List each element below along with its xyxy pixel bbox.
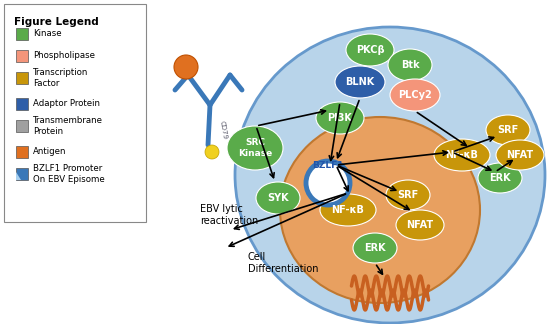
Text: SYK: SYK (267, 193, 289, 203)
Text: BZLF1 Promoter
On EBV Episome: BZLF1 Promoter On EBV Episome (33, 164, 104, 184)
Polygon shape (16, 172, 21, 180)
Text: CD79: CD79 (218, 120, 228, 140)
Text: SRF: SRF (497, 125, 519, 135)
Circle shape (205, 145, 219, 159)
FancyBboxPatch shape (16, 146, 28, 158)
Ellipse shape (346, 34, 394, 66)
FancyBboxPatch shape (16, 28, 28, 40)
Ellipse shape (496, 140, 544, 170)
Ellipse shape (320, 194, 376, 226)
FancyBboxPatch shape (16, 98, 28, 110)
Text: NFAT: NFAT (406, 220, 433, 230)
Ellipse shape (353, 233, 397, 263)
Text: BLNK: BLNK (345, 77, 375, 87)
Text: Phospholipase: Phospholipase (33, 52, 95, 61)
Text: PI3K: PI3K (328, 113, 353, 123)
Ellipse shape (486, 115, 530, 145)
Text: PLCy2: PLCy2 (398, 90, 432, 100)
Text: PKCβ: PKCβ (356, 45, 384, 55)
Text: ERK: ERK (364, 243, 386, 253)
Ellipse shape (256, 182, 300, 214)
Text: EBV lytic
reactivation: EBV lytic reactivation (200, 204, 258, 226)
Ellipse shape (396, 210, 444, 240)
Text: Cell
Differentiation: Cell Differentiation (248, 252, 318, 274)
Text: NFAT: NFAT (507, 150, 534, 160)
Text: NF-κB: NF-κB (332, 205, 365, 215)
Text: SRC
Kinase: SRC Kinase (238, 138, 272, 158)
Text: BZLF1: BZLF1 (312, 160, 344, 169)
Ellipse shape (390, 79, 440, 111)
Text: SRF: SRF (397, 190, 419, 200)
FancyBboxPatch shape (16, 72, 28, 84)
Text: NF-κB: NF-κB (446, 150, 478, 160)
Ellipse shape (235, 27, 545, 323)
Text: Adaptor Protein: Adaptor Protein (33, 99, 100, 109)
Text: ERK: ERK (489, 173, 511, 183)
Text: Antigen: Antigen (33, 147, 67, 156)
Ellipse shape (478, 163, 522, 193)
Text: Kinase: Kinase (33, 29, 62, 39)
Ellipse shape (388, 49, 432, 81)
Ellipse shape (280, 117, 480, 303)
Circle shape (306, 161, 350, 205)
Text: Transmembrane
Protein: Transmembrane Protein (33, 116, 103, 136)
FancyBboxPatch shape (16, 50, 28, 62)
FancyBboxPatch shape (4, 4, 146, 222)
Circle shape (174, 55, 198, 79)
Text: Transcription
Factor: Transcription Factor (33, 68, 89, 88)
FancyBboxPatch shape (16, 120, 28, 132)
Ellipse shape (335, 66, 385, 98)
FancyBboxPatch shape (16, 168, 28, 180)
Text: Btk: Btk (401, 60, 419, 70)
Ellipse shape (434, 139, 490, 171)
Ellipse shape (386, 180, 430, 210)
Text: Figure Legend: Figure Legend (14, 17, 99, 27)
Ellipse shape (316, 102, 364, 134)
Ellipse shape (227, 126, 283, 170)
